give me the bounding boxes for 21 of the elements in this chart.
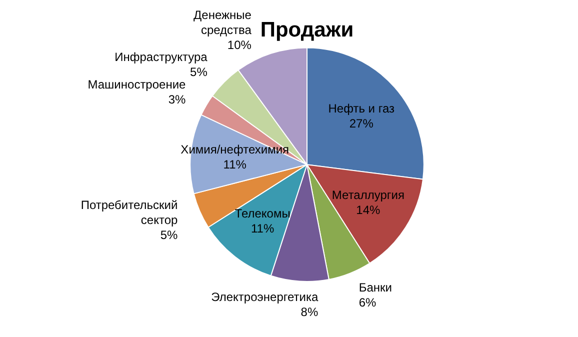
data-label: 5% <box>190 64 208 79</box>
slice-label: Банки <box>358 280 392 294</box>
slice-label: Электроэнергетика <box>211 290 318 304</box>
data-label: 5% <box>160 228 178 242</box>
slice-label: Потребительский сектор <box>80 198 178 227</box>
data-label: 6% <box>358 295 377 310</box>
slice-label: Инфраструктура <box>114 50 208 64</box>
data-label: 27% <box>349 116 374 130</box>
slice-label: Телекомы <box>234 206 290 221</box>
data-label: 14% <box>356 203 381 218</box>
data-label: 10% <box>227 38 252 52</box>
data-label: 11% <box>251 222 274 236</box>
data-label: 8% <box>300 305 318 320</box>
slice-label: Химия/нефтехимия <box>180 142 290 157</box>
data-label: 11% <box>223 158 247 172</box>
data-label: 3% <box>168 92 186 107</box>
slice-label: Нефть и газ <box>328 101 395 116</box>
chart-title: Продажи <box>260 18 354 42</box>
slice-label: Денежные средства <box>194 8 252 37</box>
slice-label: Машиностроение <box>88 78 186 92</box>
slice-label: Металлургия <box>332 188 404 202</box>
